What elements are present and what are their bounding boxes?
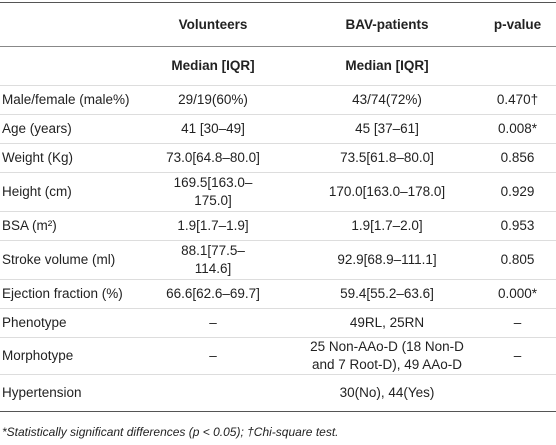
cell [0, 46, 165, 86]
cell: 25 Non-AAo-D (18 Non-D and 7 Root-D), 49… [300, 337, 470, 375]
data-table: Volunteers BAV-patients p-value Median [IQ… [0, 2, 556, 412]
cell: BSA (m²) [0, 211, 165, 241]
cell: 0.470† [470, 85, 556, 115]
cell: 88.1[77.5–114.6] [165, 240, 300, 280]
cell: 0.953 [470, 211, 556, 241]
table-row: Weight (Kg) 73.0[64.8–80.0] 73.5[61.8–80.0… [0, 143, 556, 173]
cell: 170.0[163.0–178.0] [300, 172, 470, 212]
cell: 169.5[163.0–175.0] [165, 172, 300, 212]
header-cell [0, 2, 165, 47]
cell: 45 [37–61] [300, 114, 470, 144]
cell: 0.929 [470, 172, 556, 212]
footnote: *Statistically significant differences (… [2, 425, 339, 439]
cell: Hypertension [0, 374, 165, 412]
table-row: Ejection fraction (%) 66.6[62.6–69.7] 59.4… [0, 279, 556, 309]
subheader-row: Median [IQR] Median [IQR] [0, 46, 556, 86]
table-row: Male/female (male%) 29/19(60%) 43/74(72%) 0… [0, 85, 556, 115]
cell: 49RL, 25RN [300, 308, 470, 338]
header-cell: BAV-patients [300, 2, 470, 47]
cell [470, 374, 556, 412]
header-cell: p-value [470, 2, 556, 47]
cell: Phenotype [0, 308, 165, 338]
header-cell: Volunteers [165, 2, 300, 47]
cell: 1.9[1.7–2.0] [300, 211, 470, 241]
table-row: Hypertension 30(No), 44(Yes) [0, 374, 556, 412]
cell: Male/female (male%) [0, 85, 165, 115]
table-row: Phenotype –49RL, 25RN – [0, 308, 556, 338]
table-row: Morphotype –25 Non-AAo-D (18 Non-D and 7 … [0, 337, 556, 375]
cell: – [165, 337, 300, 375]
subheader-cell: Median [IQR] [165, 46, 300, 86]
table-row: BSA (m²) 1.9[1.7–1.9] 1.9[1.7–2.0] 0.953 [0, 211, 556, 241]
cell: Age (years) [0, 114, 165, 144]
table-row: Age (years) 41 [30–49] 45 [37–61] 0.008* [0, 114, 556, 144]
table-row: Stroke volume (ml) 88.1[77.5–114.6] 92.9[6… [0, 240, 556, 280]
cell: Weight (Kg) [0, 143, 165, 173]
table-body: Median [IQR] Median [IQR] Male/female (mal… [0, 46, 556, 412]
cell: Height (cm) [0, 172, 165, 212]
cell: 43/74(72%) [300, 85, 470, 115]
cell: 0.000* [470, 279, 556, 309]
cell: 0.856 [470, 143, 556, 173]
table-row: Height (cm) 169.5[163.0–175.0] 170.0[163.0… [0, 172, 556, 212]
cell: 1.9[1.7–1.9] [165, 211, 300, 241]
cell: Stroke volume (ml) [0, 240, 165, 280]
cell: 41 [30–49] [165, 114, 300, 144]
cell: – [165, 308, 300, 338]
cell: Morphotype [0, 337, 165, 375]
cell: 0.008* [470, 114, 556, 144]
cell: 73.5[61.8–80.0] [300, 143, 470, 173]
cell: – [470, 308, 556, 338]
cell: 73.0[64.8–80.0] [165, 143, 300, 173]
cell: 30(No), 44(Yes) [300, 374, 470, 412]
cell: 59.4[55.2–63.6] [300, 279, 470, 309]
cell: – [470, 337, 556, 375]
cell: 29/19(60%) [165, 85, 300, 115]
cell [165, 374, 300, 412]
header-row: Volunteers BAV-patients p-value [0, 2, 556, 47]
cell: 0.805 [470, 240, 556, 280]
cell: 92.9[68.9–111.1] [300, 240, 470, 280]
cell: Ejection fraction (%) [0, 279, 165, 309]
cell [470, 46, 556, 86]
cell: 66.6[62.6–69.7] [165, 279, 300, 309]
subheader-cell: Median [IQR] [300, 46, 470, 86]
